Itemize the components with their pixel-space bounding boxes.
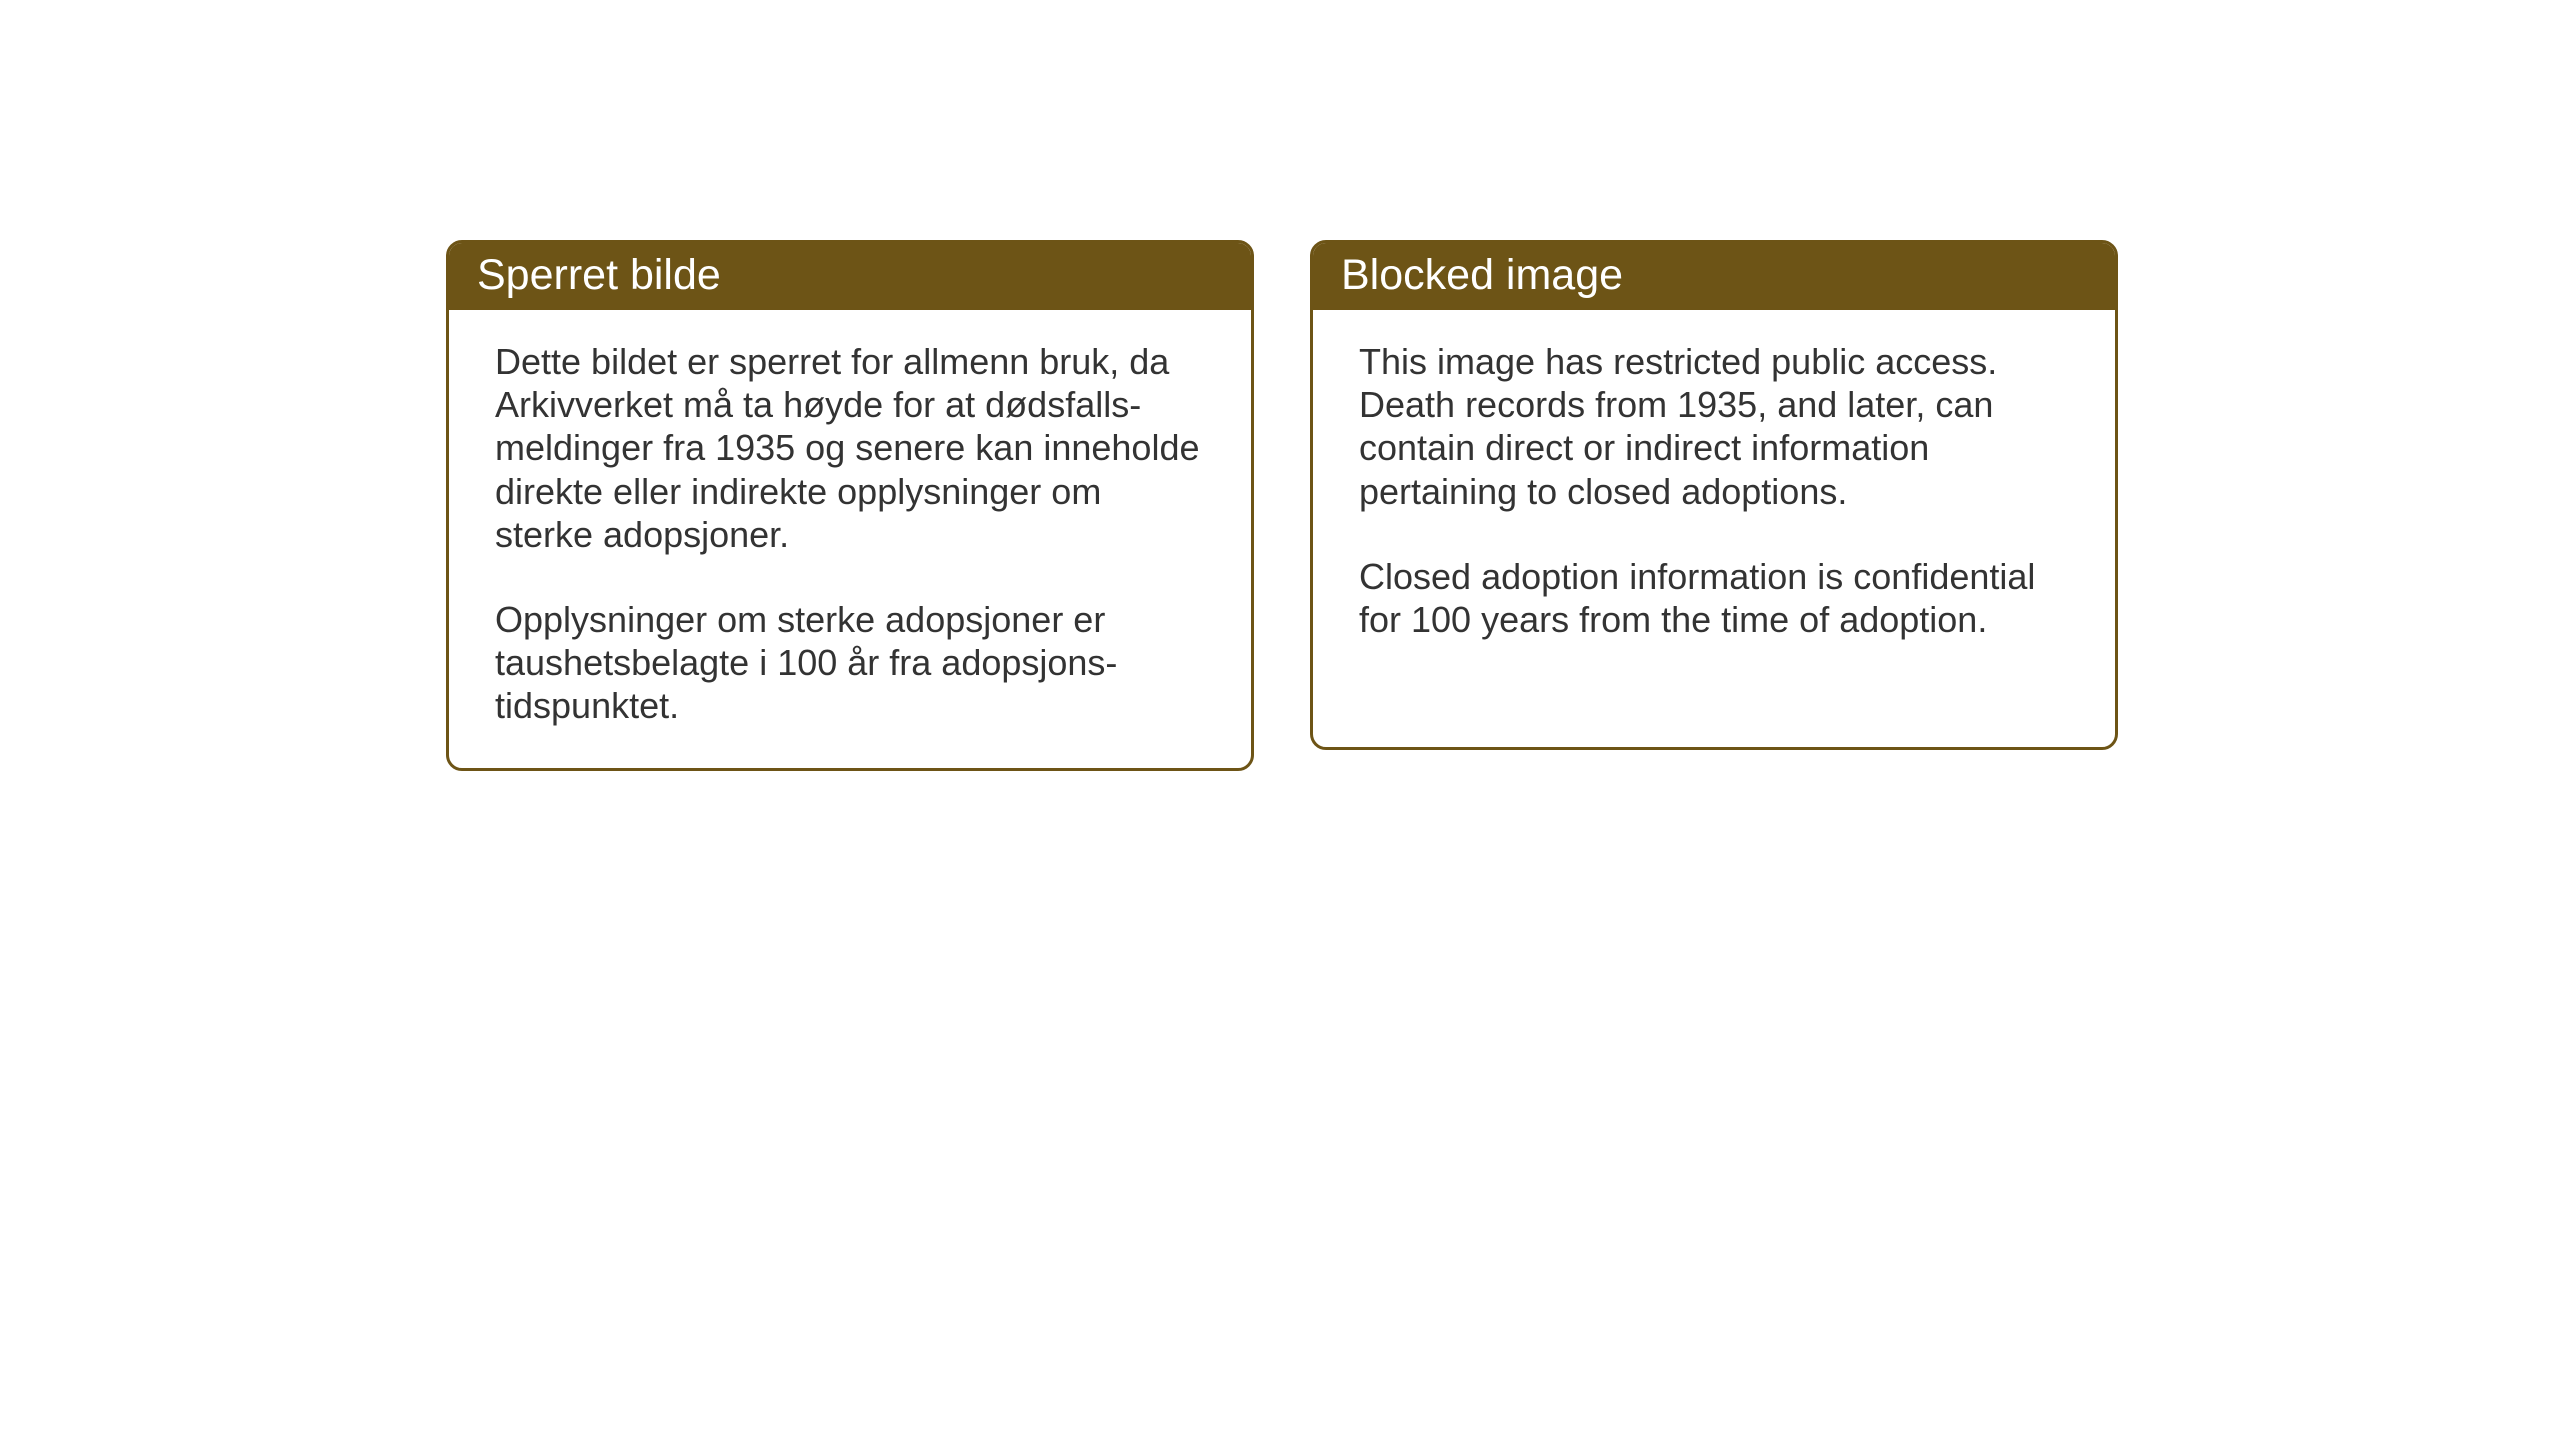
norwegian-card-body: Dette bildet er sperret for allmenn bruk…: [449, 310, 1251, 768]
norwegian-notice-card: Sperret bilde Dette bildet er sperret fo…: [446, 240, 1254, 771]
norwegian-paragraph-1: Dette bildet er sperret for allmenn bruk…: [495, 340, 1205, 556]
english-card-body: This image has restricted public access.…: [1313, 310, 2115, 681]
english-paragraph-2: Closed adoption information is confident…: [1359, 555, 2069, 641]
notice-cards-container: Sperret bilde Dette bildet er sperret fo…: [446, 240, 2118, 771]
norwegian-card-header: Sperret bilde: [449, 243, 1251, 310]
english-card-header: Blocked image: [1313, 243, 2115, 310]
english-paragraph-1: This image has restricted public access.…: [1359, 340, 2069, 513]
norwegian-paragraph-2: Opplysninger om sterke adopsjoner er tau…: [495, 598, 1205, 728]
english-notice-card: Blocked image This image has restricted …: [1310, 240, 2118, 750]
